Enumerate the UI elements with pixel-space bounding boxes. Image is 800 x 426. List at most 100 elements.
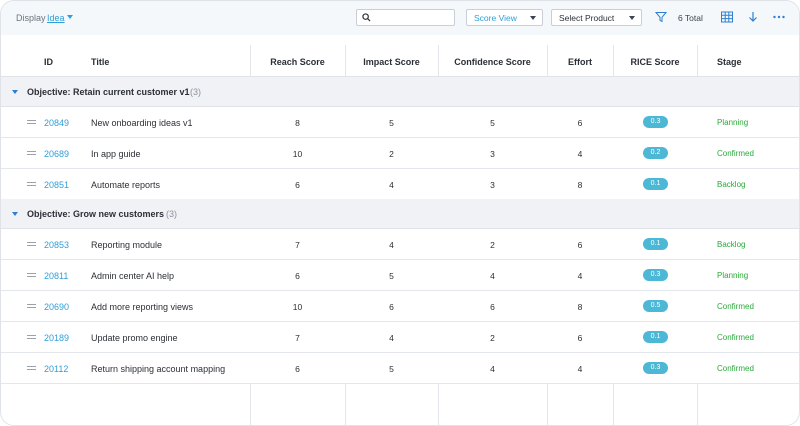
effort-score: 6 (577, 333, 583, 343)
search-icon (362, 13, 371, 22)
rice-score-badge: 0.3 (643, 116, 668, 128)
column-header-title[interactable]: Title (91, 57, 110, 67)
impact-score: 5 (389, 271, 394, 281)
table-row[interactable]: 20689 In app guide 10 2 3 4 0.2 Confirme… (1, 138, 799, 169)
grid-icon[interactable] (720, 10, 734, 24)
item-title: Return shipping account mapping (91, 364, 226, 374)
column-header-rice[interactable]: RICE Score (630, 57, 680, 67)
item-id-link[interactable]: 20851 (44, 180, 70, 190)
column-header-id[interactable]: ID (44, 57, 53, 67)
effort-score: 6 (577, 240, 583, 250)
display-label: Display (16, 13, 46, 23)
item-title: Add more reporting views (91, 302, 194, 312)
rice-score-badge: 0.1 (643, 178, 668, 190)
confidence-score: 2 (490, 333, 495, 343)
select-product-dropdown[interactable]: Select Product (551, 9, 642, 26)
effort-score: 4 (577, 364, 583, 374)
impact-score: 4 (389, 333, 394, 343)
drag-handle-icon[interactable] (27, 120, 36, 126)
stage-label: Planning (717, 118, 749, 127)
confidence-score: 3 (490, 149, 495, 159)
column-header-impact[interactable]: Impact Score (363, 57, 420, 67)
effort-score: 4 (577, 149, 583, 159)
item-id-link[interactable]: 20690 (44, 302, 70, 312)
search-input[interactable] (356, 9, 455, 26)
group-count: (3) (166, 209, 177, 219)
drag-handle-icon[interactable] (27, 151, 36, 157)
reach-score: 6 (295, 271, 300, 281)
item-title: New onboarding ideas v1 (91, 118, 193, 128)
confidence-score: 4 (490, 364, 495, 374)
filter-icon[interactable] (655, 11, 667, 23)
drag-handle-icon[interactable] (27, 366, 36, 372)
drag-handle-icon[interactable] (27, 335, 36, 341)
stage-label: Confirmed (717, 364, 754, 373)
toolbar: Display Idea Score View Select Product 6… (1, 1, 799, 35)
item-title: Admin center AI help (91, 271, 175, 281)
stage-label: Confirmed (717, 333, 754, 342)
column-header-reach[interactable]: Reach Score (270, 57, 325, 67)
confidence-score: 3 (490, 180, 495, 190)
confidence-score: 6 (490, 302, 495, 312)
download-arrow-icon[interactable] (746, 10, 760, 24)
rice-score-badge: 0.2 (643, 147, 668, 159)
reach-score: 6 (295, 364, 300, 374)
stage-label: Confirmed (717, 149, 754, 158)
select-product-value: Select Product (559, 13, 615, 23)
caret-down-icon[interactable] (12, 212, 18, 216)
confidence-score: 5 (490, 118, 495, 128)
rice-score-badge: 0.3 (643, 362, 668, 374)
table-row[interactable]: 20112 Return shipping account mapping 6 … (1, 353, 799, 384)
confidence-score: 2 (490, 240, 495, 250)
effort-score: 6 (577, 118, 583, 128)
rice-score-badge: 0.1 (643, 238, 668, 250)
score-view-select[interactable]: Score View (466, 9, 543, 26)
item-id-link[interactable]: 20853 (44, 240, 70, 250)
reach-score: 10 (292, 149, 303, 159)
drag-handle-icon[interactable] (27, 304, 36, 310)
group-header[interactable]: Objective: Grow new customers (3) (1, 199, 799, 229)
effort-score: 4 (577, 271, 583, 281)
drag-handle-icon[interactable] (27, 182, 36, 188)
item-title: In app guide (91, 149, 141, 159)
chevron-down-icon[interactable] (67, 15, 73, 19)
table-row[interactable]: 20811 Admin center AI help 6 5 4 4 0.3 P… (1, 260, 799, 291)
reach-score: 7 (295, 240, 300, 250)
rice-score-badge: 0.3 (643, 269, 668, 281)
display-dropdown[interactable]: Idea (47, 13, 65, 23)
effort-score: 8 (577, 302, 583, 312)
item-title: Reporting module (91, 240, 163, 250)
column-header-effort[interactable]: Effort (568, 57, 592, 67)
item-id-link[interactable]: 20689 (44, 149, 70, 159)
group-header[interactable]: Objective: Retain current customer v1 (3… (1, 77, 799, 107)
table-row[interactable]: 20189 Update promo engine 7 4 2 6 0.1 Co… (1, 322, 799, 353)
column-header-stage[interactable]: Stage (717, 57, 742, 67)
item-id-link[interactable]: 20849 (44, 118, 70, 128)
impact-score: 2 (389, 149, 394, 159)
item-title: Update promo engine (91, 333, 178, 343)
more-options-icon[interactable] (772, 10, 786, 24)
table-row[interactable]: 20690 Add more reporting views 10 6 6 8 … (1, 291, 799, 322)
drag-handle-icon[interactable] (27, 242, 36, 248)
stage-label: Planning (717, 271, 749, 280)
drag-handle-icon[interactable] (27, 273, 36, 279)
score-view-value: Score View (474, 13, 517, 23)
item-id-link[interactable]: 20112 (44, 364, 69, 374)
item-title: Automate reports (91, 180, 161, 190)
table-row[interactable]: 20849 New onboarding ideas v1 8 5 5 6 0.… (1, 107, 799, 138)
reach-score: 6 (295, 180, 300, 190)
item-id-link[interactable]: 20189 (44, 333, 70, 343)
reach-score: 7 (295, 333, 300, 343)
impact-score: 5 (389, 118, 394, 128)
table-row[interactable]: 20853 Reporting module 7 4 2 6 0.1 Backl… (1, 229, 799, 260)
stage-label: Confirmed (717, 302, 754, 311)
reach-score: 10 (292, 302, 303, 312)
table-row[interactable]: 20851 Automate reports 6 4 3 8 0.1 Backl… (1, 169, 799, 200)
item-id-link[interactable]: 20811 (44, 271, 69, 281)
chevron-down-icon (530, 16, 536, 20)
group-title: Objective: Retain current customer v1 (27, 87, 190, 97)
impact-score: 4 (389, 180, 394, 190)
caret-down-icon[interactable] (12, 90, 18, 94)
column-header-confidence[interactable]: Confidence Score (454, 57, 531, 67)
chevron-down-icon (629, 16, 635, 20)
